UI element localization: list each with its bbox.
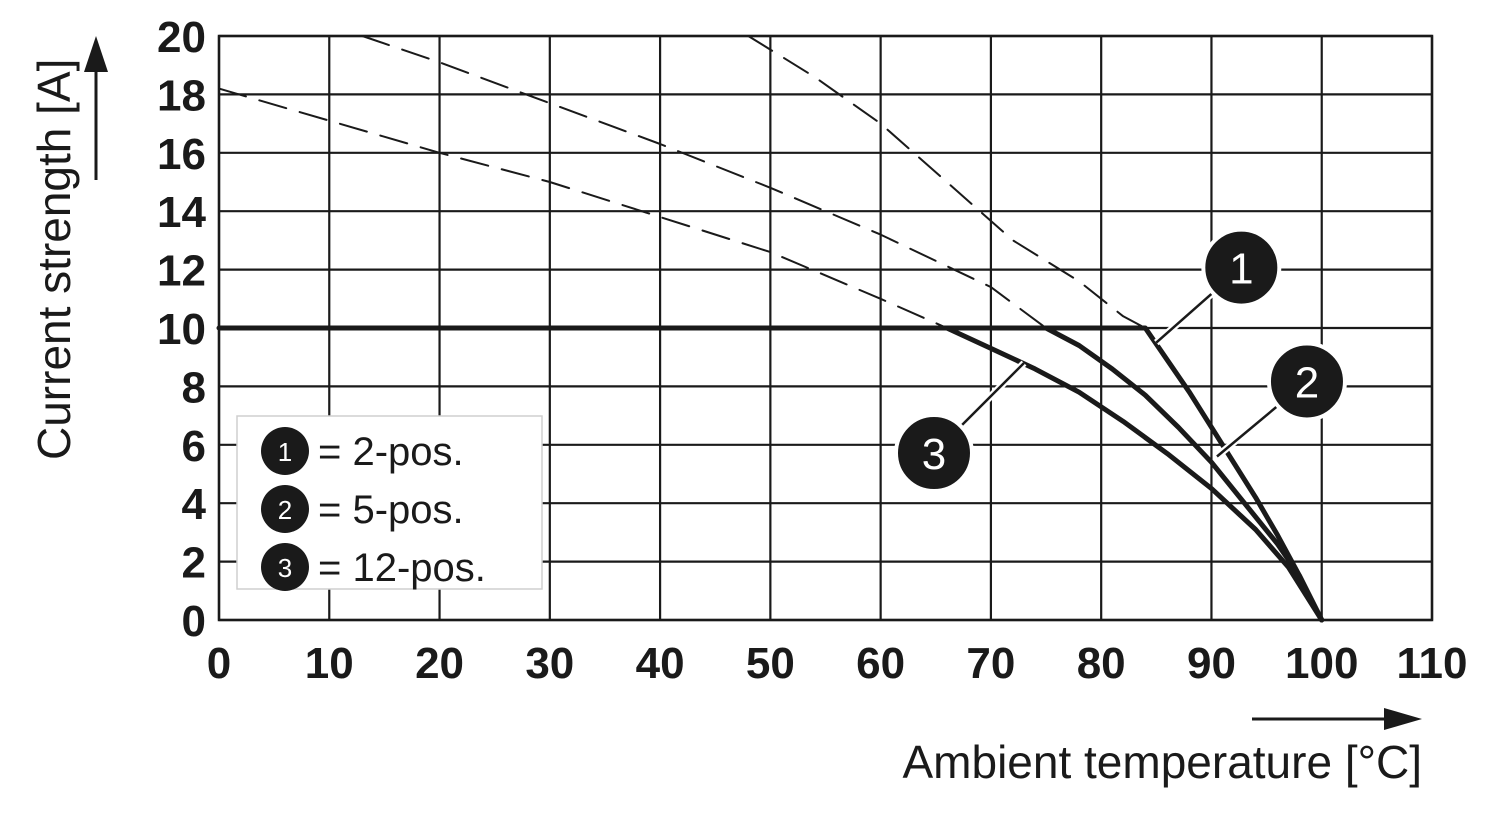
legend-marker-number: 1 (278, 437, 292, 467)
x-tick-label: 50 (746, 639, 795, 688)
x-tick-label: 100 (1285, 639, 1358, 688)
y-axis-label: Current strength [A] (28, 59, 80, 460)
y-tick-label: 14 (157, 188, 206, 237)
x-tick-label: 20 (415, 639, 464, 688)
y-axis-arrowhead (84, 36, 108, 72)
legend-entry-label: = 5-pos. (318, 488, 464, 532)
series-line-3-solid (944, 325, 1325, 623)
series-line-2-solid (1043, 325, 1325, 623)
callout-number-2: 2 (1295, 358, 1319, 407)
series-line-1-dashed (747, 35, 1147, 329)
y-tick-label: 10 (157, 305, 206, 354)
series-group (216, 35, 1325, 623)
y-tick-label: 2 (182, 539, 206, 588)
y-tick-label: 4 (182, 480, 207, 529)
callout-marker-1 (1201, 227, 1282, 308)
callout-number-1: 1 (1229, 245, 1253, 294)
legend-marker-number: 3 (278, 553, 292, 583)
y-tick-label: 18 (157, 71, 206, 120)
x-tick-label: 0 (207, 639, 231, 688)
legend-marker-3 (261, 543, 309, 591)
legend-marker-number: 2 (278, 495, 292, 525)
x-tick-label: 90 (1187, 639, 1236, 688)
series-line-2-dashed (361, 35, 1047, 329)
x-axis-label: Ambient temperature [°C] (903, 736, 1423, 788)
x-axis-arrowhead (1384, 708, 1422, 730)
legend-marker-2 (261, 485, 309, 533)
y-tick-label: 0 (182, 597, 206, 646)
callout-marker-2 (1266, 341, 1347, 422)
legend-entry-label: = 2-pos. (318, 430, 464, 474)
y-tick-label: 20 (157, 13, 206, 62)
x-tick-label: 30 (525, 639, 574, 688)
x-tick-label: 70 (966, 639, 1015, 688)
series-line-3-dashed (218, 87, 948, 329)
x-tick-label: 80 (1077, 639, 1126, 688)
y-tick-label: 8 (182, 363, 206, 412)
y-tick-label: 12 (157, 247, 206, 296)
x-tick-label: 10 (305, 639, 354, 688)
x-tick-label: 40 (636, 639, 685, 688)
x-tick-label: 60 (856, 639, 905, 688)
legend-entry-label: = 12-pos. (318, 546, 486, 590)
x-tick-label: 110 (1397, 639, 1468, 688)
callouts: 1 2 3 (893, 227, 1347, 494)
callout-marker-3 (893, 413, 974, 494)
legend-marker-1 (261, 427, 309, 475)
y-tick-label: 6 (182, 422, 206, 471)
legend: 1 = 2-pos. 2 = 5-pos. 3 = 12-pos. (236, 415, 543, 591)
tick-labels: 0 10 20 30 40 50 60 70 80 90 100 110024681012141618… (157, 13, 1467, 688)
callout-number-3: 3 (922, 430, 946, 479)
y-tick-label: 16 (157, 130, 206, 179)
